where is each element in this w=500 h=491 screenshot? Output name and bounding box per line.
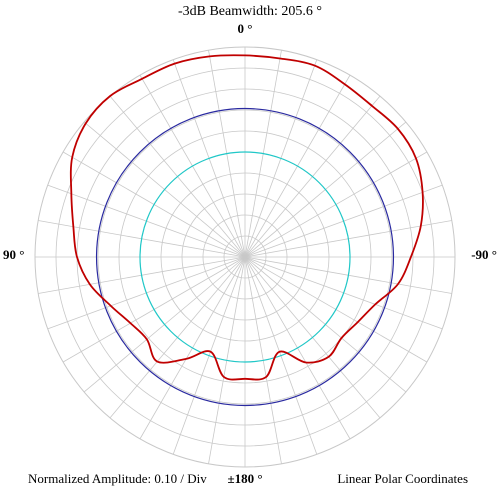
linear-polar-coordinates-label: Linear Polar Coordinates (337, 471, 468, 486)
normalized-amplitude-label: Normalized Amplitude: 0.10 / Div (28, 471, 207, 486)
angle-label-180: ±180 ° (227, 471, 262, 486)
beamwidth-title: -3dB Beamwidth: 205.6 ° (178, 4, 322, 19)
pattern-series (69, 54, 424, 381)
reference-circle-2 (139, 151, 351, 363)
reference-circles (95, 107, 395, 407)
reference-circle-1 (95, 107, 395, 407)
angle-label-90: 90 ° (3, 247, 24, 262)
polar-grid (34, 46, 456, 468)
angle-label-0: 0 ° (238, 21, 253, 36)
pattern-line-1 (69, 54, 424, 381)
angle-label-minus-90: -90 ° (471, 247, 497, 262)
